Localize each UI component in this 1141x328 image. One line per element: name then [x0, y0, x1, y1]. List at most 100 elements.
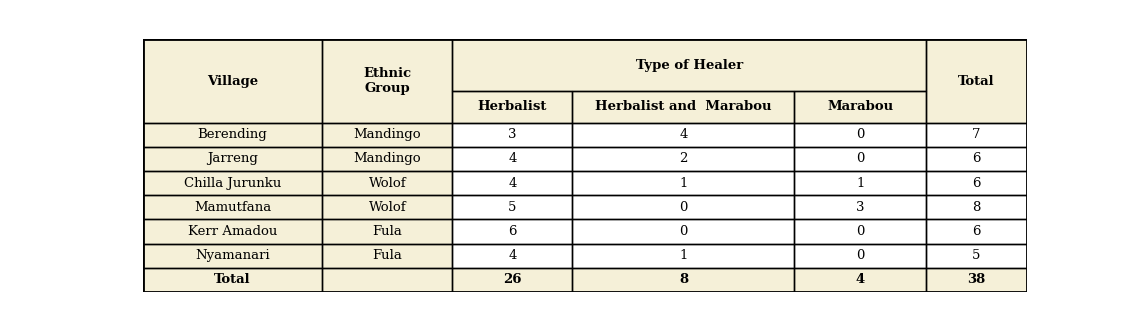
Bar	[926, 268, 1027, 292]
Bar	[452, 195, 573, 219]
Text: Jarreng: Jarreng	[208, 153, 258, 165]
Bar	[573, 244, 794, 268]
Text: 4: 4	[508, 249, 517, 262]
Bar	[143, 171, 323, 195]
Bar	[926, 219, 1027, 244]
Bar	[926, 171, 1027, 195]
Bar	[452, 147, 573, 171]
Bar	[794, 147, 926, 171]
Text: Mandingo: Mandingo	[354, 153, 421, 165]
Text: 8: 8	[679, 273, 688, 286]
Text: Wolof: Wolof	[369, 177, 406, 190]
Bar	[573, 195, 794, 219]
Bar	[926, 171, 1027, 195]
Bar	[143, 219, 323, 244]
Bar	[143, 195, 323, 219]
Text: Village: Village	[207, 74, 258, 88]
Bar	[143, 268, 323, 292]
Bar	[452, 171, 573, 195]
Bar	[452, 268, 573, 292]
Bar	[452, 268, 573, 292]
Bar	[794, 268, 926, 292]
Text: 0: 0	[856, 128, 865, 141]
Bar	[323, 123, 452, 147]
Bar	[452, 123, 573, 147]
Text: 38: 38	[968, 273, 986, 286]
Bar	[323, 147, 452, 171]
Bar	[573, 171, 794, 195]
Bar	[794, 91, 926, 123]
Bar	[573, 244, 794, 268]
Text: Marabou: Marabou	[827, 100, 893, 113]
Bar	[926, 39, 1027, 123]
Bar	[452, 39, 926, 91]
Text: Mandingo: Mandingo	[354, 128, 421, 141]
Bar	[926, 244, 1027, 268]
Bar	[794, 268, 926, 292]
Bar	[323, 219, 452, 244]
Bar	[323, 268, 452, 292]
Bar	[926, 39, 1027, 123]
Text: 6: 6	[508, 225, 517, 238]
Bar	[926, 268, 1027, 292]
Text: 26: 26	[503, 273, 521, 286]
Bar	[143, 195, 323, 219]
Bar	[926, 147, 1027, 171]
Bar	[926, 244, 1027, 268]
Text: 0: 0	[679, 201, 688, 214]
Bar	[323, 171, 452, 195]
Text: 6: 6	[972, 177, 981, 190]
Bar	[573, 123, 794, 147]
Bar	[794, 171, 926, 195]
Bar	[794, 244, 926, 268]
Text: 6: 6	[972, 153, 981, 165]
Text: 1: 1	[856, 177, 865, 190]
Bar	[323, 171, 452, 195]
Bar	[452, 219, 573, 244]
Bar	[143, 123, 323, 147]
Text: 4: 4	[508, 153, 517, 165]
Text: 8: 8	[972, 201, 980, 214]
Text: Mamutfana: Mamutfana	[194, 201, 272, 214]
Bar	[452, 244, 573, 268]
Text: Type of Healer: Type of Healer	[636, 59, 743, 72]
Bar	[794, 91, 926, 123]
Bar	[573, 91, 794, 123]
Bar	[573, 147, 794, 171]
Text: 3: 3	[856, 201, 865, 214]
Bar	[143, 39, 323, 123]
Bar	[323, 123, 452, 147]
Bar	[323, 147, 452, 171]
Bar	[323, 195, 452, 219]
Bar	[452, 171, 573, 195]
Bar	[794, 195, 926, 219]
Text: Herbalist: Herbalist	[478, 100, 547, 113]
Text: 0: 0	[856, 225, 865, 238]
Bar	[323, 195, 452, 219]
Text: 0: 0	[679, 225, 688, 238]
Bar	[573, 219, 794, 244]
Bar	[794, 171, 926, 195]
Text: 4: 4	[508, 177, 517, 190]
Bar	[573, 147, 794, 171]
Bar	[143, 244, 323, 268]
Bar	[926, 123, 1027, 147]
Bar	[926, 195, 1027, 219]
Text: 4: 4	[856, 273, 865, 286]
Bar	[794, 147, 926, 171]
Bar	[323, 244, 452, 268]
Bar	[926, 219, 1027, 244]
Bar	[323, 39, 452, 123]
Bar	[926, 123, 1027, 147]
Bar	[794, 219, 926, 244]
Bar	[143, 39, 323, 123]
Bar	[794, 123, 926, 147]
Bar	[143, 147, 323, 171]
Text: Berending: Berending	[197, 128, 267, 141]
Bar	[573, 268, 794, 292]
Bar	[452, 244, 573, 268]
Bar	[323, 39, 452, 123]
Bar	[143, 171, 323, 195]
Bar	[143, 147, 323, 171]
Bar	[794, 219, 926, 244]
